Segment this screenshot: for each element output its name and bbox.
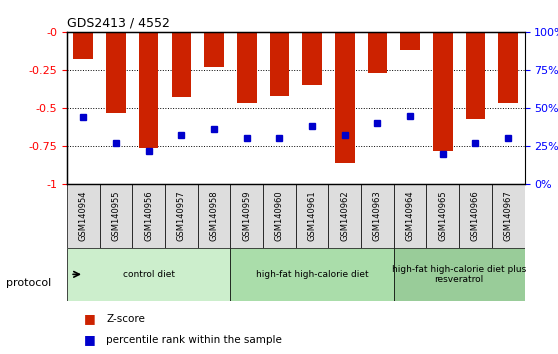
FancyBboxPatch shape	[459, 184, 492, 248]
Bar	[368, 32, 387, 73]
Text: control diet: control diet	[123, 270, 175, 279]
FancyBboxPatch shape	[132, 184, 165, 248]
Text: GSM140963: GSM140963	[373, 190, 382, 241]
Text: GSM140961: GSM140961	[307, 190, 316, 241]
Text: GSM140964: GSM140964	[406, 190, 415, 241]
Text: Z-score: Z-score	[106, 314, 145, 324]
Text: GSM140966: GSM140966	[471, 190, 480, 241]
FancyBboxPatch shape	[230, 184, 263, 248]
FancyBboxPatch shape	[230, 248, 394, 301]
Text: protocol: protocol	[6, 278, 51, 288]
Bar	[498, 32, 518, 103]
FancyBboxPatch shape	[492, 184, 525, 248]
FancyBboxPatch shape	[296, 184, 329, 248]
Text: GDS2413 / 4552: GDS2413 / 4552	[67, 16, 170, 29]
Bar	[74, 32, 93, 59]
FancyBboxPatch shape	[263, 184, 296, 248]
Text: GSM140956: GSM140956	[144, 190, 153, 241]
Text: GSM140957: GSM140957	[177, 190, 186, 241]
Text: GSM140967: GSM140967	[504, 190, 513, 241]
Text: GSM140959: GSM140959	[242, 191, 251, 241]
Bar	[466, 32, 485, 119]
Bar	[204, 32, 224, 67]
Bar	[171, 32, 191, 97]
FancyBboxPatch shape	[394, 248, 525, 301]
Bar	[335, 32, 354, 163]
FancyBboxPatch shape	[100, 184, 132, 248]
Text: GSM140960: GSM140960	[275, 190, 284, 241]
FancyBboxPatch shape	[198, 184, 230, 248]
Text: GSM140962: GSM140962	[340, 190, 349, 241]
Text: ■: ■	[84, 312, 95, 325]
Text: GSM140955: GSM140955	[112, 191, 121, 241]
FancyBboxPatch shape	[426, 184, 459, 248]
Text: GSM140958: GSM140958	[210, 190, 219, 241]
FancyBboxPatch shape	[67, 184, 100, 248]
FancyBboxPatch shape	[329, 184, 361, 248]
Text: GSM140965: GSM140965	[439, 190, 448, 241]
FancyBboxPatch shape	[165, 184, 198, 248]
Bar	[433, 32, 453, 150]
Bar	[237, 32, 257, 103]
FancyBboxPatch shape	[394, 184, 426, 248]
Bar	[139, 32, 158, 148]
Text: ■: ■	[84, 333, 95, 346]
Text: GSM140954: GSM140954	[79, 191, 88, 241]
FancyBboxPatch shape	[361, 184, 394, 248]
Bar	[302, 32, 322, 85]
Text: high-fat high-calorie diet plus
resveratrol: high-fat high-calorie diet plus resverat…	[392, 265, 526, 284]
Text: high-fat high-calorie diet: high-fat high-calorie diet	[256, 270, 368, 279]
Bar	[106, 32, 126, 113]
Text: percentile rank within the sample: percentile rank within the sample	[106, 335, 282, 345]
Bar	[400, 32, 420, 50]
FancyBboxPatch shape	[67, 248, 230, 301]
Bar	[270, 32, 289, 96]
